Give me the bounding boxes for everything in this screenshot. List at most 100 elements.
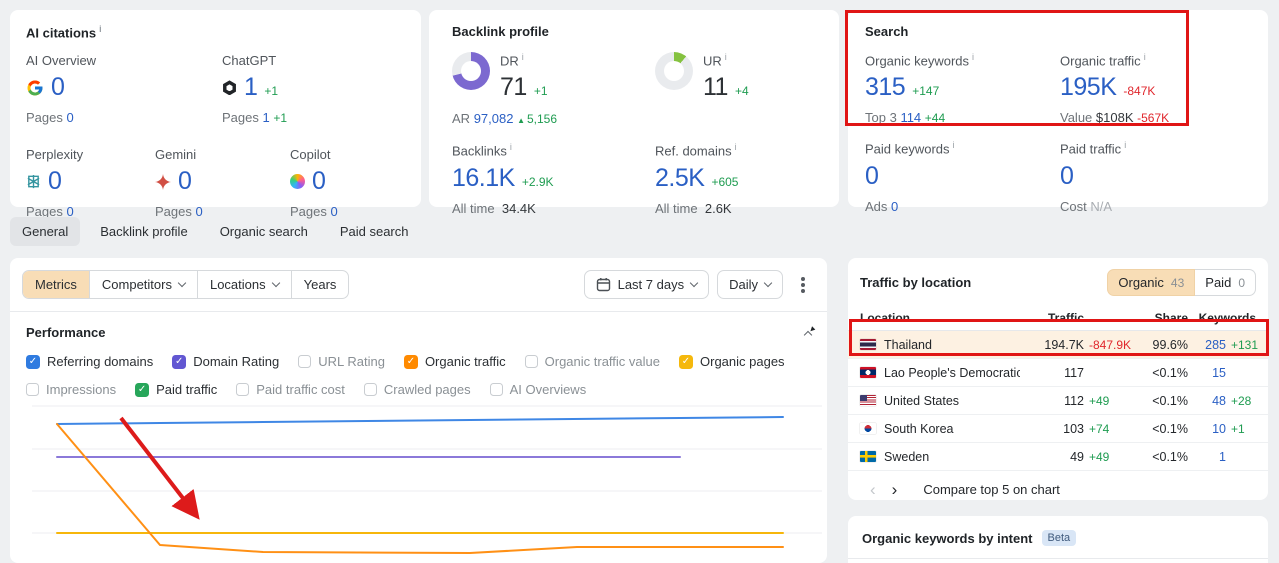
organic-keywords-count[interactable]: 315 <box>865 73 906 102</box>
collapse-chevron-icon[interactable] <box>803 330 813 339</box>
years-button[interactable]: Years <box>303 277 337 292</box>
ai-overview-count[interactable]: 0 <box>51 73 65 102</box>
pages-link[interactable]: 0 <box>330 204 338 220</box>
chevron-down-icon <box>763 278 773 288</box>
metric-checkbox-paid-traffic[interactable]: Paid traffic <box>135 382 217 397</box>
info-icon[interactable] <box>96 24 102 40</box>
copilot-count[interactable]: 0 <box>312 167 326 196</box>
flag-laos-icon <box>860 367 876 378</box>
metric-checkbox-ai-overviews[interactable]: AI Overviews <box>489 382 586 397</box>
pages-link[interactable]: 0 <box>66 204 74 220</box>
perplexity-count[interactable]: 0 <box>48 167 62 196</box>
gemini-count[interactable]: 0 <box>178 167 192 196</box>
granularity-dropdown[interactable]: Daily <box>717 270 783 299</box>
organic-paid-toggle: Organic 43 Paid 0 <box>1107 269 1256 296</box>
pages-link[interactable]: 0 <box>66 110 74 126</box>
prev-page-icon[interactable] <box>862 481 884 498</box>
toggle-paid[interactable]: Paid 0 <box>1195 269 1256 296</box>
tab-paid-search[interactable]: Paid search <box>339 224 409 239</box>
pages-link[interactable]: 1 <box>262 110 270 126</box>
metric-checkbox-impressions[interactable]: Impressions <box>26 382 116 397</box>
ar-value-link[interactable]: 97,082 <box>473 111 514 127</box>
location-row-united-states[interactable]: United States 112 +49 <0.1% 48 +28 <box>848 387 1268 415</box>
pages-link[interactable]: 0 <box>195 204 203 220</box>
info-icon[interactable] <box>732 142 737 158</box>
gemini-icon <box>155 173 171 190</box>
keywords-link[interactable]: 1 <box>1219 449 1226 464</box>
calendar-icon <box>596 277 611 292</box>
metric-perplexity: Perplexity 0 Pages 0 <box>26 147 84 220</box>
checkbox-icon <box>363 383 377 396</box>
competitors-dropdown[interactable]: Competitors <box>90 271 198 298</box>
metric-checkbox-referring-domains[interactable]: Referring domains <box>26 354 153 369</box>
metric-dr: DR 71+1 AR 97,082 5,156 <box>452 52 655 126</box>
info-icon[interactable] <box>507 142 512 158</box>
date-range-dropdown[interactable]: Last 7 days <box>583 270 710 299</box>
metrics-button[interactable]: Metrics <box>23 271 90 298</box>
paid-keywords-count[interactable]: 0 <box>865 161 879 190</box>
metric-checkbox-crawled-pages[interactable]: Crawled pages <box>363 382 471 397</box>
paid-traffic-count[interactable]: 0 <box>1060 161 1074 190</box>
metric-ai-overview: AI Overview 0 Pages 0 <box>26 53 97 126</box>
metric-checkbox-paid-traffic-cost[interactable]: Paid traffic cost <box>236 382 345 397</box>
metric-paid-traffic: Paid traffic 0 Cost N/A <box>1060 140 1268 214</box>
search-card: Search Organic keywords 315+147 Top 3 11… <box>848 10 1268 214</box>
checkbox-icon <box>298 355 312 368</box>
info-icon[interactable] <box>950 140 955 156</box>
chart-toolbar: Metrics Competitors Locations Years Last… <box>10 258 827 312</box>
backlinks-count[interactable]: 16.1K <box>452 163 515 192</box>
tab-general[interactable]: General <box>10 217 81 246</box>
keywords-link[interactable]: 285 <box>1205 337 1226 352</box>
checkbox-icon <box>26 354 40 369</box>
location-table-header: Location Traffic Share Keywords <box>848 305 1268 331</box>
location-row-thailand[interactable]: Thailand 194.7K -847.9K 99.6% 285 +131 <box>848 331 1268 359</box>
metric-chatgpt: ChatGPT 1 +1 Pages 1 +1 <box>222 53 288 126</box>
search-title: Search <box>865 24 909 39</box>
metric-checkbox-url-rating[interactable]: URL Rating <box>298 354 385 369</box>
flag-united-states-icon <box>860 395 876 406</box>
locations-dropdown[interactable]: Locations <box>198 271 292 298</box>
copilot-icon <box>290 174 305 190</box>
info-icon[interactable] <box>519 52 524 68</box>
tab-backlink-profile[interactable]: Backlink profile <box>100 224 188 239</box>
compare-top5-link[interactable]: Compare top 5 on chart <box>923 482 1060 497</box>
metric-checkbox-organic-traffic-value[interactable]: Organic traffic value <box>524 354 660 369</box>
location-row-south-korea[interactable]: South Korea 103 +74 <0.1% 10 +1 <box>848 415 1268 443</box>
metric-checkbox-organic-pages[interactable]: Organic pages <box>679 354 785 369</box>
chevron-down-icon <box>271 278 280 288</box>
info-icon[interactable] <box>1121 140 1126 156</box>
tab-organic-search[interactable]: Organic search <box>219 224 308 239</box>
ref-domains-count[interactable]: 2.5K <box>655 163 705 192</box>
metric-checkbox-domain-rating[interactable]: Domain Rating <box>172 354 279 369</box>
toggle-organic[interactable]: Organic 43 <box>1107 269 1196 296</box>
keywords-link[interactable]: 15 <box>1212 365 1226 380</box>
dr-donut-chart <box>452 52 490 90</box>
info-icon[interactable] <box>722 52 727 68</box>
top3-link[interactable]: 114 <box>900 110 922 126</box>
flag-south-korea-icon <box>860 423 876 434</box>
next-page-icon[interactable] <box>884 481 906 498</box>
chatgpt-count[interactable]: 1 <box>244 73 258 102</box>
metric-gemini: Gemini 0 Pages 0 <box>155 147 203 220</box>
metric-checkbox-organic-traffic[interactable]: Organic traffic <box>403 354 506 369</box>
performance-section-title: Performance <box>26 325 106 340</box>
metric-ref-domains: Ref. domains 2.5K+605 All time 2.6K <box>655 142 839 216</box>
traffic-by-location-card: Traffic by location Organic 43 Paid 0 Loca… <box>848 258 1268 500</box>
info-icon[interactable] <box>969 52 974 68</box>
location-row-laos[interactable]: Lao People's Democratic Rep 117 <0.1% 15 <box>848 359 1268 387</box>
keywords-by-intent-card: Organic keywords by intent Beta <box>848 516 1268 563</box>
perplexity-icon <box>26 174 41 189</box>
chevron-down-icon <box>689 278 699 288</box>
location-row-sweden[interactable]: Sweden 49 +49 <0.1% 1 <box>848 443 1268 471</box>
more-options-icon[interactable] <box>801 282 805 287</box>
info-icon[interactable] <box>1141 52 1146 68</box>
checkbox-icon <box>489 383 503 396</box>
organic-traffic-count[interactable]: 195K <box>1060 73 1117 102</box>
performance-line-chart[interactable] <box>10 380 827 563</box>
chevron-down-icon <box>177 278 187 288</box>
chart-filter-group: Metrics Competitors Locations Years <box>22 270 350 299</box>
ads-link[interactable]: 0 <box>891 198 899 214</box>
keywords-link[interactable]: 48 <box>1212 393 1226 408</box>
keywords-link[interactable]: 10 <box>1212 421 1226 436</box>
ur-value: 11 <box>703 73 728 102</box>
